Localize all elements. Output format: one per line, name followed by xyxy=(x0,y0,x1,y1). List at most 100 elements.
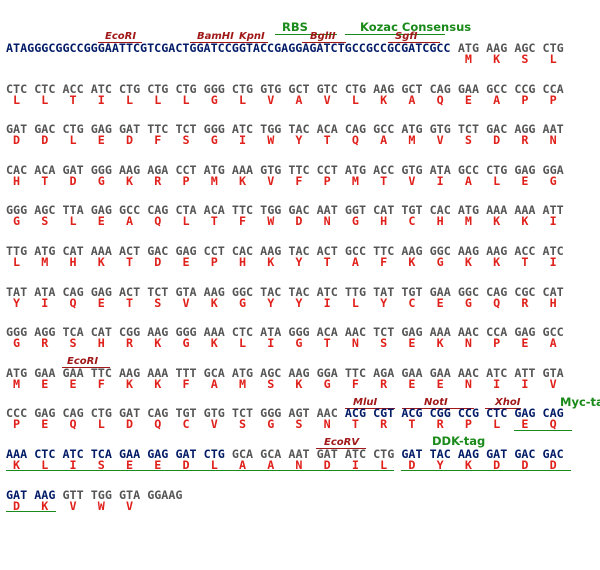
codon: GAA xyxy=(118,447,141,461)
amino-acid: V xyxy=(549,376,557,391)
amino-acid: G xyxy=(238,295,246,310)
amino-acid: H xyxy=(13,173,21,188)
restriction-site: BamHI xyxy=(197,31,234,42)
amino-acid: E xyxy=(154,458,162,472)
codon: CTG xyxy=(486,162,508,177)
codon: TAC xyxy=(288,284,310,299)
codon: AAT xyxy=(288,447,310,461)
amino-acid: N xyxy=(549,133,557,148)
codon: GAC xyxy=(34,122,56,137)
amino-acid: D xyxy=(125,417,134,432)
amino-acid: R xyxy=(436,417,444,432)
amino-acid: D xyxy=(549,458,557,472)
codon: ACT xyxy=(118,244,141,258)
codon: CTG xyxy=(373,447,395,461)
codon: ACT xyxy=(316,244,338,258)
codon: CTG xyxy=(118,81,141,96)
codon: GAC xyxy=(486,122,508,137)
amino-acid: P xyxy=(13,417,21,432)
amino-acid: I xyxy=(69,458,77,472)
codon: CCG xyxy=(514,81,536,96)
amino-acid: T xyxy=(69,92,77,107)
codon: TAC xyxy=(288,244,310,258)
codon: CTG xyxy=(344,81,367,96)
amino-acid: H xyxy=(549,295,557,310)
amino-acid: D xyxy=(408,458,416,472)
codon: GCC xyxy=(118,203,141,218)
amino-acid: G xyxy=(210,92,218,107)
codon: ATG xyxy=(457,203,479,218)
codon: ACA xyxy=(316,325,338,340)
amino-acid: N xyxy=(295,458,303,472)
codon: TTA xyxy=(62,203,84,218)
site-line xyxy=(388,42,440,43)
tag-label: RBS xyxy=(282,20,308,34)
amino-acid: K xyxy=(493,214,501,229)
codon: TTC xyxy=(147,122,169,137)
codon: GAT xyxy=(401,447,423,461)
amino-acid: L xyxy=(154,92,162,107)
codon: CAT xyxy=(373,203,395,218)
codon: ATT xyxy=(514,365,536,380)
restriction-site: EcoRI xyxy=(67,356,99,367)
amino-acid: K xyxy=(436,336,444,351)
codon: TTC xyxy=(90,365,112,380)
amino-acid: H xyxy=(380,214,388,229)
codon: CCA xyxy=(542,81,564,96)
amino-acid: V xyxy=(323,92,331,107)
amino-acid: L xyxy=(210,458,218,472)
amino-acid: E xyxy=(521,336,529,351)
codon: ACG xyxy=(344,406,367,421)
amino-acid: T xyxy=(380,173,388,188)
amino-acid: V xyxy=(436,133,444,148)
amino-acid: L xyxy=(238,336,246,351)
site-line xyxy=(485,408,521,409)
amino-acid: D xyxy=(521,458,529,472)
codon: TGT xyxy=(175,406,197,421)
codon: ATA xyxy=(34,284,56,299)
rbs-line xyxy=(275,34,337,35)
codon: ATC xyxy=(62,447,84,461)
site-line xyxy=(345,408,395,409)
amino-acid: G xyxy=(210,133,218,148)
amino-acid: F xyxy=(238,214,246,229)
codon: TTC xyxy=(344,365,367,380)
codon: ATC xyxy=(90,81,112,96)
amino-acid: M xyxy=(238,376,246,391)
amino-acid: K xyxy=(295,376,303,391)
codon: GCC xyxy=(373,122,395,137)
amino-acid: R xyxy=(41,336,49,351)
codon: AAG xyxy=(457,244,479,258)
amino-acid: G xyxy=(13,336,21,351)
codon: AAG xyxy=(457,447,479,461)
amino-acid: I xyxy=(436,173,444,188)
codon: GTT xyxy=(62,487,84,502)
codon: GAG xyxy=(90,284,112,299)
codon: AAA xyxy=(231,162,254,177)
restriction-site: MluI xyxy=(353,397,378,408)
site-line xyxy=(98,42,142,43)
codon: AAA xyxy=(147,365,169,380)
amino-acid: Q xyxy=(549,417,557,432)
amino-acid: K xyxy=(521,214,529,229)
codon: ATC xyxy=(486,365,508,380)
codon: TCT xyxy=(373,325,395,340)
codon: CGG xyxy=(118,325,141,340)
codon: CTG xyxy=(203,447,225,461)
amino-acid: G xyxy=(351,214,359,229)
codon: GGG xyxy=(203,81,225,96)
codon: TCT xyxy=(231,406,254,421)
codon: TCA xyxy=(90,447,112,461)
codon: GGG xyxy=(90,162,112,177)
codon: ATA xyxy=(260,325,282,340)
codon: CAG xyxy=(147,406,169,421)
site-line xyxy=(190,42,268,43)
codon: AAA xyxy=(486,203,508,218)
amino-acid: A xyxy=(295,92,303,107)
codon: ATG xyxy=(34,244,56,258)
amino-acid: Y xyxy=(295,255,303,269)
amino-acid: N xyxy=(464,376,472,391)
codon: GAT xyxy=(118,406,141,421)
tag-label: Myc-tag xyxy=(560,395,600,409)
amino-acid: L xyxy=(351,92,359,107)
